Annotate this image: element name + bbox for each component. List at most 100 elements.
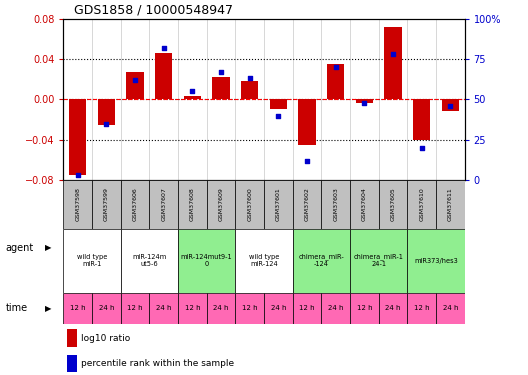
Bar <box>178 229 235 292</box>
Text: 24 h: 24 h <box>99 305 114 311</box>
Bar <box>235 229 293 292</box>
Bar <box>206 180 235 229</box>
Bar <box>379 292 407 324</box>
Bar <box>212 77 230 99</box>
Bar <box>206 292 235 324</box>
Text: miR-124m
ut5-6: miR-124m ut5-6 <box>132 254 166 267</box>
Text: GSM37599: GSM37599 <box>104 188 109 221</box>
Text: 24 h: 24 h <box>156 305 172 311</box>
Bar <box>384 27 402 99</box>
Text: GSM37601: GSM37601 <box>276 188 281 221</box>
Point <box>274 112 282 118</box>
Text: GDS1858 / 10000548947: GDS1858 / 10000548947 <box>74 4 233 17</box>
Text: 24 h: 24 h <box>270 305 286 311</box>
Bar <box>149 292 178 324</box>
Text: GSM37608: GSM37608 <box>190 188 195 221</box>
Bar <box>68 355 78 372</box>
Text: ▶: ▶ <box>45 243 51 252</box>
Bar <box>442 99 459 111</box>
Text: GSM37607: GSM37607 <box>161 188 166 221</box>
Bar <box>92 292 121 324</box>
Text: 24 h: 24 h <box>213 305 229 311</box>
Bar <box>264 292 293 324</box>
Text: percentile rank within the sample: percentile rank within the sample <box>81 359 234 368</box>
Bar <box>121 229 178 292</box>
Bar <box>407 229 465 292</box>
Bar <box>63 292 92 324</box>
Text: GSM37611: GSM37611 <box>448 188 453 221</box>
Text: 24 h: 24 h <box>385 305 401 311</box>
Text: 24 h: 24 h <box>328 305 343 311</box>
Bar <box>126 72 144 99</box>
Bar <box>379 180 407 229</box>
Text: log10 ratio: log10 ratio <box>81 333 130 342</box>
Point <box>159 45 168 51</box>
Text: GSM37610: GSM37610 <box>419 188 424 221</box>
Text: GSM37604: GSM37604 <box>362 188 367 221</box>
Bar <box>69 99 86 175</box>
Bar <box>322 292 350 324</box>
Text: 12 h: 12 h <box>70 305 86 311</box>
Text: 24 h: 24 h <box>442 305 458 311</box>
Bar <box>270 99 287 109</box>
Bar <box>407 292 436 324</box>
Point <box>217 69 225 75</box>
Point <box>446 103 455 109</box>
Bar <box>121 180 149 229</box>
Text: GSM37605: GSM37605 <box>391 188 395 221</box>
Point <box>246 75 254 81</box>
Text: time: time <box>5 303 27 313</box>
Bar <box>63 180 92 229</box>
Bar <box>155 53 172 99</box>
Bar <box>184 96 201 99</box>
Point <box>188 88 196 94</box>
Text: 12 h: 12 h <box>299 305 315 311</box>
Bar <box>298 99 316 145</box>
Bar <box>293 180 322 229</box>
Bar <box>149 180 178 229</box>
Point <box>131 77 139 83</box>
Bar <box>264 180 293 229</box>
Point <box>389 51 397 57</box>
Text: GSM37609: GSM37609 <box>219 188 223 221</box>
Text: miR373/hes3: miR373/hes3 <box>414 258 458 264</box>
Bar <box>235 292 264 324</box>
Bar <box>241 81 258 99</box>
Point <box>332 64 340 70</box>
Bar <box>322 180 350 229</box>
Bar <box>293 229 350 292</box>
Text: GSM37600: GSM37600 <box>247 188 252 221</box>
Text: 12 h: 12 h <box>356 305 372 311</box>
Bar <box>350 229 407 292</box>
Point <box>418 145 426 151</box>
Text: GSM37603: GSM37603 <box>333 188 338 221</box>
Bar <box>327 64 344 99</box>
Bar <box>356 99 373 104</box>
Bar <box>350 180 379 229</box>
Point <box>303 158 311 164</box>
Text: GSM37606: GSM37606 <box>133 188 137 221</box>
Bar <box>407 180 436 229</box>
Bar <box>436 292 465 324</box>
Text: GSM37602: GSM37602 <box>305 188 309 221</box>
Text: 12 h: 12 h <box>242 305 258 311</box>
Bar <box>178 180 206 229</box>
Bar <box>98 99 115 124</box>
Bar <box>235 180 264 229</box>
Point <box>102 121 110 127</box>
Text: chimera_miR-
-124: chimera_miR- -124 <box>298 254 344 267</box>
Point <box>360 100 369 106</box>
Point <box>73 172 82 178</box>
Bar <box>350 292 379 324</box>
Bar <box>92 180 121 229</box>
Text: wild type
miR-124: wild type miR-124 <box>249 254 279 267</box>
Bar <box>293 292 322 324</box>
Bar <box>68 330 78 347</box>
Text: agent: agent <box>5 243 34 253</box>
Bar <box>413 99 430 140</box>
Bar <box>178 292 206 324</box>
Bar <box>436 180 465 229</box>
Bar <box>63 229 121 292</box>
Bar <box>121 292 149 324</box>
Text: wild type
miR-1: wild type miR-1 <box>77 254 107 267</box>
